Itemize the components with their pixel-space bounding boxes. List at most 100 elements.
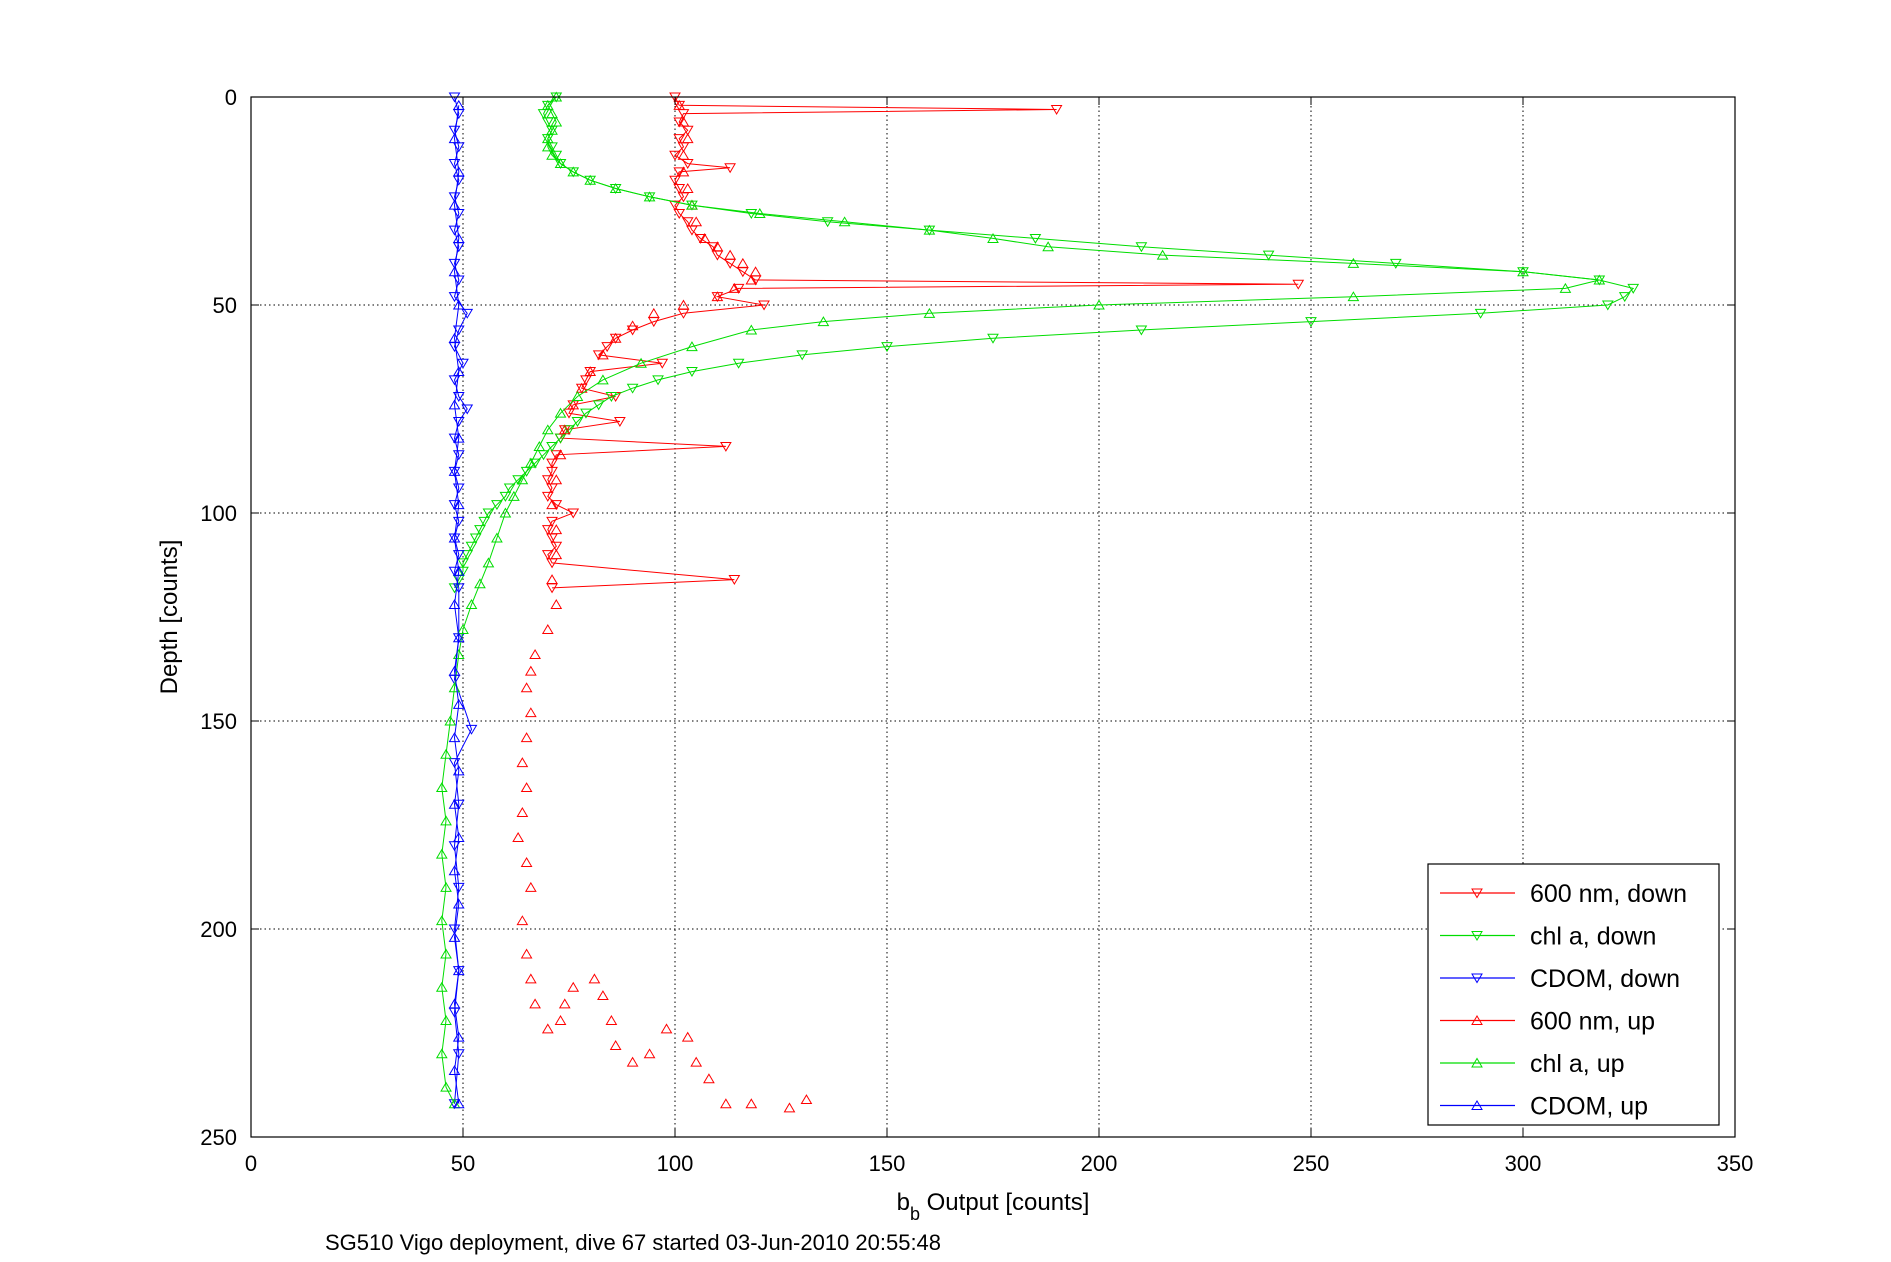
series-3-point-34 xyxy=(550,599,563,610)
series-5-point-5 xyxy=(448,931,461,942)
series-3-point-35 xyxy=(546,574,558,585)
series-1-point-46 xyxy=(512,475,524,486)
series-4-point-34 xyxy=(1093,299,1105,310)
series-0-point-17 xyxy=(681,217,694,228)
series-4 xyxy=(435,91,1606,1109)
series-4-point-18 xyxy=(482,557,495,568)
y-tick-label-5: 250 xyxy=(200,1125,237,1150)
legend-label-3: 600 nm, up xyxy=(1530,1008,1655,1036)
x-tick-label-2: 100 xyxy=(657,1151,694,1176)
series-1-point-31 xyxy=(796,350,809,361)
series-3-point-26 xyxy=(520,782,533,793)
series-0-point-47 xyxy=(546,458,558,469)
series-3-point-57 xyxy=(698,232,711,243)
series-4-point-4 xyxy=(435,981,448,992)
series-3-point-58 xyxy=(690,216,703,227)
series-5-point-0 xyxy=(452,1098,465,1109)
series-3-point-9 xyxy=(626,1056,639,1067)
series-layer xyxy=(435,91,1640,1113)
series-3-point-60 xyxy=(681,183,694,194)
series-5-point-13 xyxy=(448,665,461,676)
series-4-point-46 xyxy=(686,199,698,210)
series-0-point-55 xyxy=(541,525,554,536)
series-5-point-17 xyxy=(448,532,461,543)
legend-marker-4 xyxy=(1471,1057,1483,1068)
series-0-point-51 xyxy=(541,491,554,502)
series-0-point-16 xyxy=(673,208,686,219)
series-0-point-28 xyxy=(758,300,770,311)
series-5-point-20 xyxy=(452,432,465,443)
legend-label-2: CDOM, down xyxy=(1530,965,1680,993)
legend: 600 nm, down chl a, down CDOM, down 600 nm,… xyxy=(1427,863,1720,1126)
series-3-point-50 xyxy=(711,291,724,302)
series-2-point-19 xyxy=(461,404,474,415)
series-3-point-2 xyxy=(745,1098,758,1109)
series-2-point-12 xyxy=(448,292,461,303)
series-0-point-2 xyxy=(1050,104,1063,115)
series-1-point-36 xyxy=(605,392,618,403)
x-axis-label: bb Output [counts] xyxy=(897,1189,1090,1224)
series-3 xyxy=(512,99,813,1113)
series-3-point-15 xyxy=(558,998,571,1009)
series-2-point-6 xyxy=(448,192,461,203)
series-1-point-25 xyxy=(1601,300,1614,311)
series-4-point-10 xyxy=(435,782,448,793)
caption: SG510 Vigo deployment, dive 67 started 0… xyxy=(325,1230,941,1255)
series-4-point-19 xyxy=(491,532,503,543)
series-5-point-26 xyxy=(452,232,465,243)
series-4-point-53 xyxy=(541,141,554,152)
series-4-point-26 xyxy=(554,407,567,418)
y-tick-label-1: 50 xyxy=(213,293,237,318)
legend-label-0: 600 nm, down xyxy=(1530,880,1687,908)
series-4-point-39 xyxy=(1347,257,1360,268)
series-3-point-18 xyxy=(529,998,541,1009)
series-1-point-23 xyxy=(1627,283,1640,294)
series-4-point-11 xyxy=(440,748,452,759)
y-tick-label-0: 0 xyxy=(225,85,237,110)
series-3-point-42 xyxy=(567,399,580,410)
series-1-point-27 xyxy=(1305,317,1317,328)
series-3-point-52 xyxy=(745,274,758,285)
series-0-point-4 xyxy=(673,117,686,128)
series-1-point-20 xyxy=(1389,258,1402,269)
series-4-point-33 xyxy=(923,307,936,318)
series-0-point-20 xyxy=(707,242,720,253)
series-0-point-60 xyxy=(728,575,741,586)
series-1-point-19 xyxy=(1262,250,1275,261)
series-1-point-51 xyxy=(478,516,491,527)
series-3-point-21 xyxy=(516,915,529,926)
series-3-point-5 xyxy=(690,1056,703,1067)
series-0-point-6 xyxy=(673,134,686,145)
series-5-point-21 xyxy=(448,399,461,410)
series-5-point-7 xyxy=(448,865,461,876)
series-3-point-12 xyxy=(597,990,609,1001)
y-tick-label-4: 200 xyxy=(200,917,237,942)
series-4-point-49 xyxy=(584,174,597,185)
series-line-5 xyxy=(453,105,460,1104)
series-4-point-6 xyxy=(435,915,448,926)
series-5-point-30 xyxy=(452,99,465,110)
series-4-point-40 xyxy=(1156,249,1169,260)
series-1-point-54 xyxy=(465,541,478,552)
series-5-point-8 xyxy=(452,831,465,842)
series-4-point-7 xyxy=(440,881,452,892)
series-0-point-57 xyxy=(550,541,563,552)
series-5-point-19 xyxy=(448,465,461,476)
series-5-point-28 xyxy=(452,166,465,177)
series-2-point-16 xyxy=(457,358,469,369)
series-3-point-31 xyxy=(524,665,537,676)
series-4-point-42 xyxy=(987,232,999,243)
legend-marker-0 xyxy=(1471,888,1483,899)
series-4-point-35 xyxy=(1347,291,1360,302)
series-2-point-14 xyxy=(452,325,465,336)
series-0-point-52 xyxy=(550,500,563,511)
y-axis-label: Depth [counts] xyxy=(156,540,183,695)
series-1-point-24 xyxy=(1618,292,1631,303)
series-1-point-30 xyxy=(881,342,893,353)
series-2-point-29 xyxy=(448,566,461,577)
series-5-point-6 xyxy=(452,898,465,909)
series-1-point-33 xyxy=(686,367,698,378)
series-5-point-10 xyxy=(452,765,465,776)
series-2-point-13 xyxy=(461,308,474,319)
series-5-point-22 xyxy=(452,366,465,377)
